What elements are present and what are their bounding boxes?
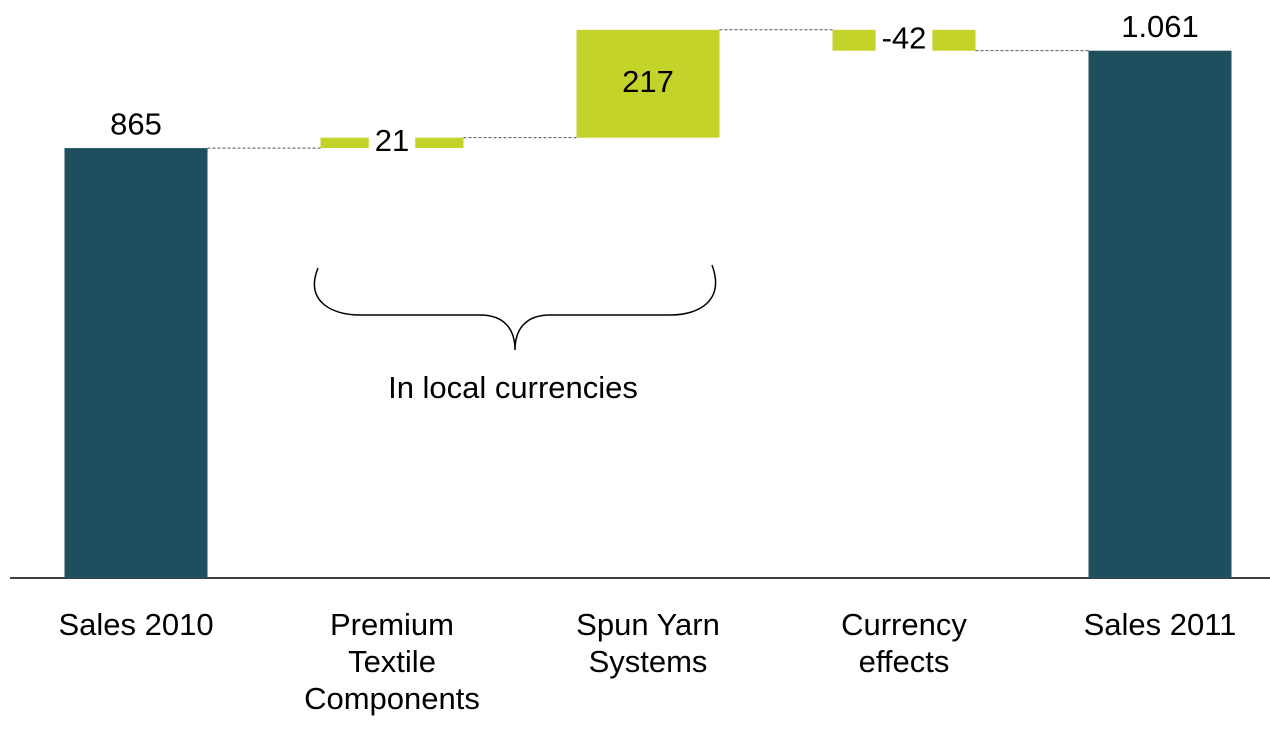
value-label: 217	[622, 64, 674, 99]
annotation: In local currencies	[388, 370, 638, 405]
value-label: -42	[882, 20, 927, 55]
label-background	[368, 125, 416, 160]
value-label: 865	[110, 106, 162, 141]
value-label: 21	[375, 123, 409, 158]
x-tick-label: Sales 2010	[58, 607, 214, 642]
value-label: 1.061	[1121, 9, 1199, 44]
x-tick-label: Premium Textile Components	[304, 607, 480, 716]
x-tick-label: Spun Yarn Systems	[576, 607, 720, 679]
bar	[1088, 50, 1232, 579]
brace	[313, 264, 717, 351]
label-background	[875, 23, 933, 58]
x-tick-label: Sales 2011	[1083, 607, 1237, 642]
bar	[64, 148, 208, 578]
bar	[576, 29, 720, 138]
x-tick-label: Currency effects	[841, 607, 967, 679]
